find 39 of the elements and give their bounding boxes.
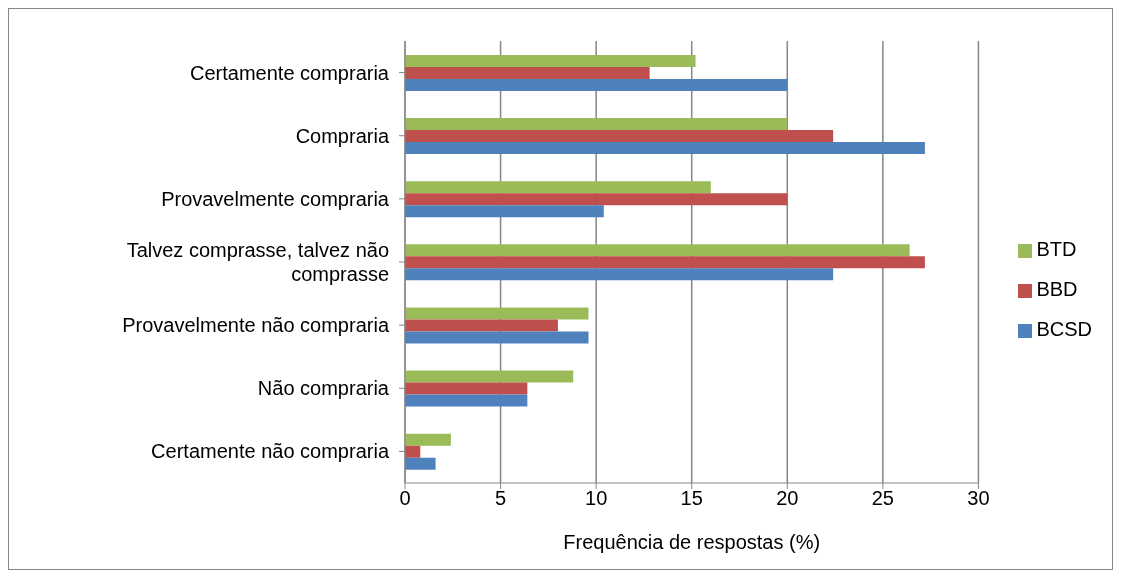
bar <box>405 319 558 332</box>
bar <box>405 78 788 91</box>
legend-label: BCSD <box>1036 318 1092 340</box>
bar <box>405 445 421 458</box>
x-tick-label: 5 <box>495 487 507 510</box>
bar <box>405 244 910 257</box>
bar <box>405 331 589 344</box>
bar <box>405 205 604 218</box>
x-tick-label: 10 <box>585 487 608 510</box>
bar <box>405 268 834 281</box>
y-tick-label: Provavelmente não compraria <box>122 314 390 337</box>
x-axis-title: Frequência de respostas (%) <box>563 531 821 553</box>
bar <box>405 54 696 67</box>
y-tick-label: Não compraria <box>257 377 390 400</box>
bar <box>405 433 451 446</box>
bar <box>405 382 528 395</box>
y-tick-label: Certamente não compraria <box>151 440 390 463</box>
x-tick-label: 15 <box>680 487 703 510</box>
x-tick-label: 30 <box>967 487 990 510</box>
y-tick-label: Certamente compraria <box>190 61 390 84</box>
bar <box>405 307 589 320</box>
x-tick-label: 20 <box>776 487 799 510</box>
y-tick-label: Compraria <box>295 124 390 147</box>
legend-label: BTD <box>1036 238 1077 260</box>
bar <box>405 457 436 470</box>
x-tick-label: 25 <box>871 487 894 510</box>
bar <box>405 130 834 143</box>
bar <box>405 256 925 269</box>
x-tick-label: 0 <box>399 487 411 510</box>
legend-label: BBD <box>1036 278 1078 300</box>
bar <box>405 118 788 131</box>
bar <box>405 394 528 407</box>
bar <box>405 370 574 383</box>
bar <box>405 193 788 206</box>
y-tick-label: Provavelmente compraria <box>161 187 390 210</box>
bar <box>405 142 925 155</box>
bar <box>405 181 711 194</box>
y-tick-label: Talvez comprasse, talvez não comprasse <box>126 239 389 285</box>
bar <box>405 66 650 79</box>
